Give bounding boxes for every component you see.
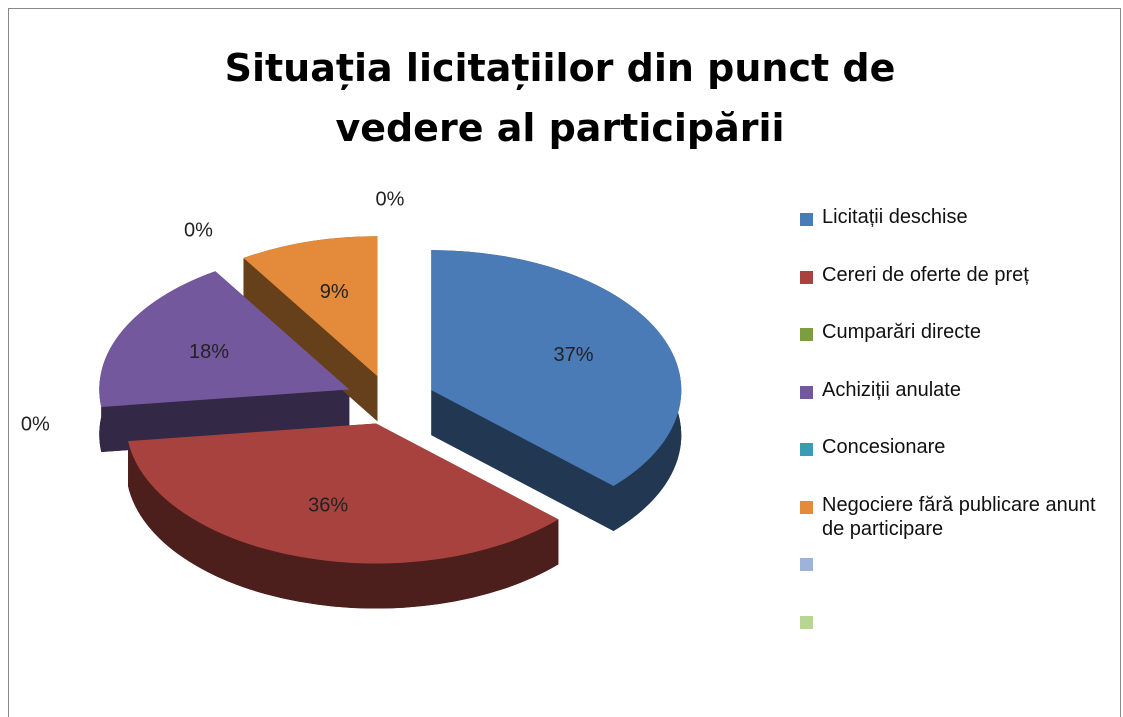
slice-edge [243, 258, 378, 422]
slice [128, 423, 559, 564]
slice-edge [431, 390, 614, 532]
slice-tops [99, 236, 682, 564]
legend-swatch [800, 500, 813, 514]
slice [99, 271, 350, 408]
data-label: 0% [184, 220, 213, 242]
legend-label: Cumparări directe [822, 321, 981, 343]
legend-entry [800, 608, 1115, 666]
legend-swatch [800, 385, 813, 399]
data-label: 18% [189, 341, 229, 363]
data-label: 0% [376, 189, 405, 211]
data-label: 36% [308, 494, 348, 516]
legend-label: Achiziții anulate [822, 378, 961, 401]
title-box: Situația licitațiilor din punct de veder… [224, 46, 896, 168]
legend-swatch [800, 558, 813, 571]
legend-entry: Achiziții anulate [800, 378, 1115, 436]
legend: Licitații deschise Cereri de oferte de pr… [800, 205, 1115, 665]
slice [243, 236, 378, 377]
legend-swatch [800, 615, 813, 629]
slice [431, 250, 682, 487]
legend-entry: Negociere fără publicare anunt de partic… [800, 493, 1115, 551]
data-label: 9% [320, 281, 349, 303]
legend-label: Negociere fără publicare anunt de partic… [822, 493, 1096, 540]
legend-swatch [800, 328, 813, 341]
legend-swatch [800, 443, 813, 456]
legend-entry: Cereri de oferte de preț [800, 263, 1115, 321]
legend-entry: Cumparări directe [800, 320, 1115, 378]
slice-wall [128, 441, 559, 609]
legend-swatch [800, 213, 813, 226]
legend-swatch [800, 270, 813, 284]
data-label: 37% [554, 344, 594, 366]
legend-entry: Licitații deschise [800, 205, 1115, 263]
legend-label: Concesionare [822, 436, 946, 458]
legend-label: Licitații deschise [822, 206, 968, 228]
data-label: 0% [21, 413, 50, 435]
chart-title: Situația licitațiilor din punct de veder… [224, 46, 896, 168]
legend-label: Cereri de oferte de preț [822, 263, 1029, 286]
legend-entry [800, 550, 1115, 608]
legend-entry: Concesionare [800, 435, 1115, 493]
